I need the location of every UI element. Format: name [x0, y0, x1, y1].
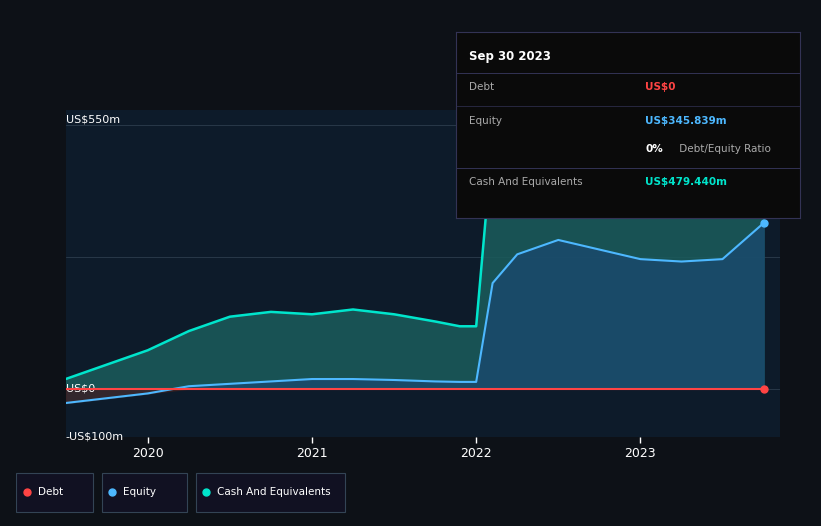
- Text: 0%: 0%: [645, 144, 663, 154]
- Text: US$479.440m: US$479.440m: [645, 177, 727, 187]
- Text: Equity: Equity: [470, 116, 502, 126]
- Text: US$345.839m: US$345.839m: [645, 116, 727, 126]
- FancyBboxPatch shape: [195, 473, 345, 512]
- FancyBboxPatch shape: [16, 473, 94, 512]
- Text: US$550m: US$550m: [66, 115, 120, 125]
- Text: Cash And Equivalents: Cash And Equivalents: [470, 177, 583, 187]
- Text: -US$100m: -US$100m: [66, 431, 124, 442]
- Text: Cash And Equivalents: Cash And Equivalents: [217, 487, 331, 497]
- Text: US$0: US$0: [645, 82, 676, 92]
- Text: Sep 30 2023: Sep 30 2023: [470, 50, 552, 63]
- Text: US$0: US$0: [66, 383, 95, 393]
- FancyBboxPatch shape: [102, 473, 187, 512]
- Text: Debt/Equity Ratio: Debt/Equity Ratio: [677, 144, 771, 154]
- Text: Equity: Equity: [123, 487, 156, 497]
- Text: Debt: Debt: [470, 82, 494, 92]
- Text: Debt: Debt: [38, 487, 63, 497]
